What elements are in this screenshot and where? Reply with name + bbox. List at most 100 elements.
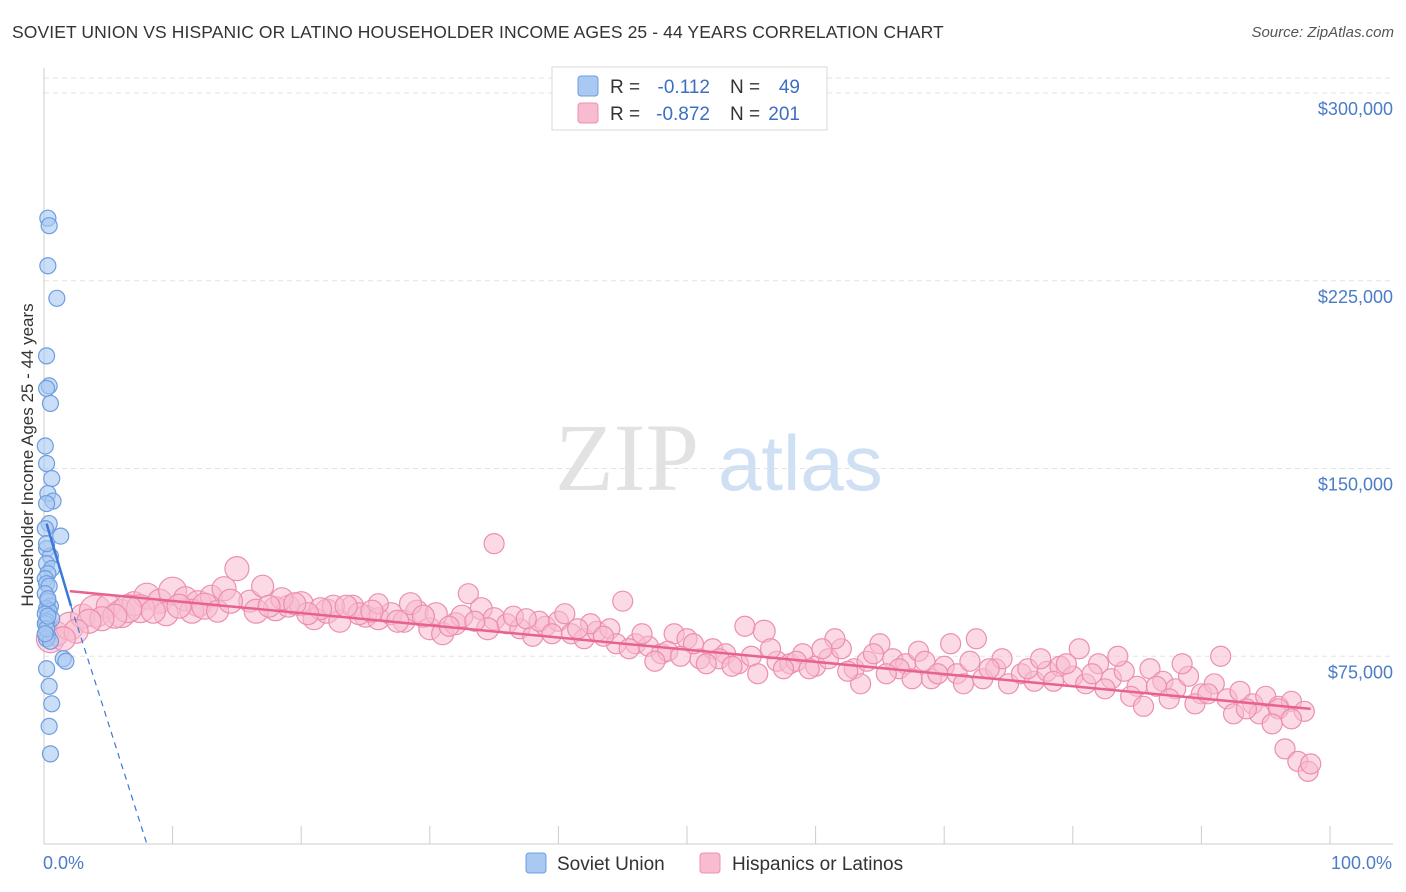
point-hispanic-112 — [1171, 653, 1193, 675]
x-tick-min: 0.0% — [43, 853, 84, 873]
point-hispanic-173 — [644, 650, 666, 672]
point-hispanic-72 — [959, 650, 981, 672]
point-soviet-8 — [36, 437, 54, 455]
point-soviet-13 — [37, 494, 56, 513]
trend-line-soviet-extension — [70, 606, 148, 845]
point-hispanic-179 — [464, 610, 486, 632]
point-hispanic-188 — [257, 594, 281, 618]
point-hispanic-159 — [1030, 648, 1052, 670]
point-soviet-6 — [37, 379, 56, 398]
series-hispanics-points — [35, 533, 1322, 783]
point-soviet-40 — [40, 677, 58, 695]
point-hispanic-161 — [952, 673, 975, 695]
correlation-legend: R = -0.112 N = 49 R = -0.872 N = 201 — [551, 66, 828, 131]
point-soviet-3 — [48, 289, 66, 307]
point-soviet-7 — [41, 394, 60, 413]
point-soviet-41 — [43, 695, 61, 713]
bottom-legend-swatch-soviet — [525, 852, 547, 874]
point-hispanic-183 — [360, 599, 384, 623]
point-hispanic-15 — [224, 556, 250, 582]
y-tick-label-1: $150,000 — [1318, 475, 1393, 495]
point-soviet-4 — [37, 347, 56, 365]
bottom-legend-swatch-hispanic — [699, 852, 721, 874]
y-tick-label-2: $225,000 — [1318, 287, 1393, 307]
point-hispanic-156 — [1132, 695, 1155, 717]
legend-n-label-hispanic: N = — [730, 104, 760, 125]
point-hispanic-99 — [1274, 738, 1296, 760]
point-hispanic-113 — [1210, 645, 1232, 667]
point-hispanic-168 — [772, 658, 795, 680]
legend-swatch-soviet — [577, 75, 599, 97]
point-hispanic-158 — [1055, 653, 1077, 675]
legend-swatch-hispanic — [577, 102, 599, 124]
point-hispanic-157 — [1081, 663, 1103, 685]
point-soviet-9 — [37, 454, 56, 473]
y-tick-label-0: $75,000 — [1328, 662, 1393, 682]
point-soviet-42 — [40, 717, 58, 735]
point-hispanic-108 — [940, 633, 962, 655]
point-soviet-1 — [40, 217, 58, 235]
point-hispanic-152 — [1261, 713, 1283, 735]
point-hispanic-150 — [1280, 708, 1303, 730]
point-soviet-47 — [36, 625, 54, 643]
legend-n-value-hispanic: 201 — [768, 104, 800, 125]
source-note: Source: ZipAtlas.com — [1251, 24, 1394, 41]
point-hispanic-136 — [811, 638, 833, 660]
legend-n-label-soviet: N = — [730, 77, 760, 98]
point-hispanic-109 — [965, 628, 987, 650]
point-soviet-2 — [39, 257, 57, 275]
point-hispanic-110 — [1068, 638, 1090, 660]
point-hispanic-160 — [978, 658, 1000, 680]
point-hispanic-174 — [618, 638, 640, 660]
point-hispanic-187 — [283, 592, 307, 616]
point-hispanic-17 — [251, 574, 275, 598]
point-hispanic-165 — [850, 673, 872, 695]
point-hispanic-102 — [483, 533, 505, 555]
watermark-zip: ZIP — [555, 404, 699, 511]
y-tick-label-3: $300,000 — [1318, 99, 1393, 119]
point-hispanic-111 — [1107, 645, 1129, 667]
point-hispanic-142 — [1042, 670, 1065, 692]
point-soviet-38 — [57, 652, 75, 670]
series-soviet-points — [36, 209, 75, 763]
point-soviet-48 — [39, 607, 57, 625]
point-hispanic-105 — [734, 615, 756, 637]
x-tick-max: 100.0% — [1331, 853, 1392, 873]
bottom-legend-label-soviet: Soviet Union — [557, 854, 665, 875]
point-hispanic-131 — [631, 623, 653, 645]
point-hispanic-172 — [669, 645, 692, 667]
legend-r-value-hispanic: -0.872 — [656, 104, 710, 125]
legend-r-value-soviet: -0.112 — [658, 77, 710, 98]
point-soviet-39 — [37, 660, 56, 678]
legend-n-value-soviet: 49 — [779, 77, 800, 98]
point-hispanic-184 — [334, 594, 358, 618]
legend-r-label-hispanic: R = — [610, 104, 640, 125]
point-hispanic-145 — [1145, 675, 1167, 697]
point-hispanic-190 — [166, 593, 192, 619]
point-hispanic-176 — [567, 618, 589, 640]
trend-line-soviet — [45, 523, 73, 607]
y-axis-label: Householder Income Ages 25 - 44 years — [18, 303, 37, 606]
bottom-legend-label-hispanic: Hispanics or Latinos — [732, 854, 903, 875]
watermark-atlas: atlas — [718, 419, 883, 507]
point-hispanic-45 — [612, 590, 634, 612]
point-hispanic-181 — [411, 604, 435, 628]
y-tick-labels: $75,000 $150,000 $225,000 $300,000 — [1318, 99, 1393, 682]
point-hispanic-128 — [554, 603, 576, 625]
point-hispanic-170 — [721, 655, 743, 677]
point-hispanic-33 — [457, 583, 479, 605]
point-hispanic-178 — [515, 608, 537, 630]
legend-r-label-soviet: R = — [610, 77, 640, 98]
trend-line-hispanic — [69, 589, 1311, 711]
point-hispanic-163 — [901, 668, 923, 690]
trend-lines — [45, 523, 1311, 845]
point-hispanic-177 — [541, 623, 563, 645]
watermark: ZIP atlas — [555, 404, 883, 511]
point-hispanic-191 — [140, 598, 166, 624]
point-hispanic-151 — [1300, 753, 1322, 775]
point-hispanic-155 — [1158, 688, 1180, 710]
series-legend: Soviet Union Hispanics or Latinos — [525, 852, 903, 875]
point-hispanic-171 — [695, 653, 717, 675]
chart-title: SOVIET UNION VS HISPANIC OR LATINO HOUSE… — [12, 22, 944, 42]
